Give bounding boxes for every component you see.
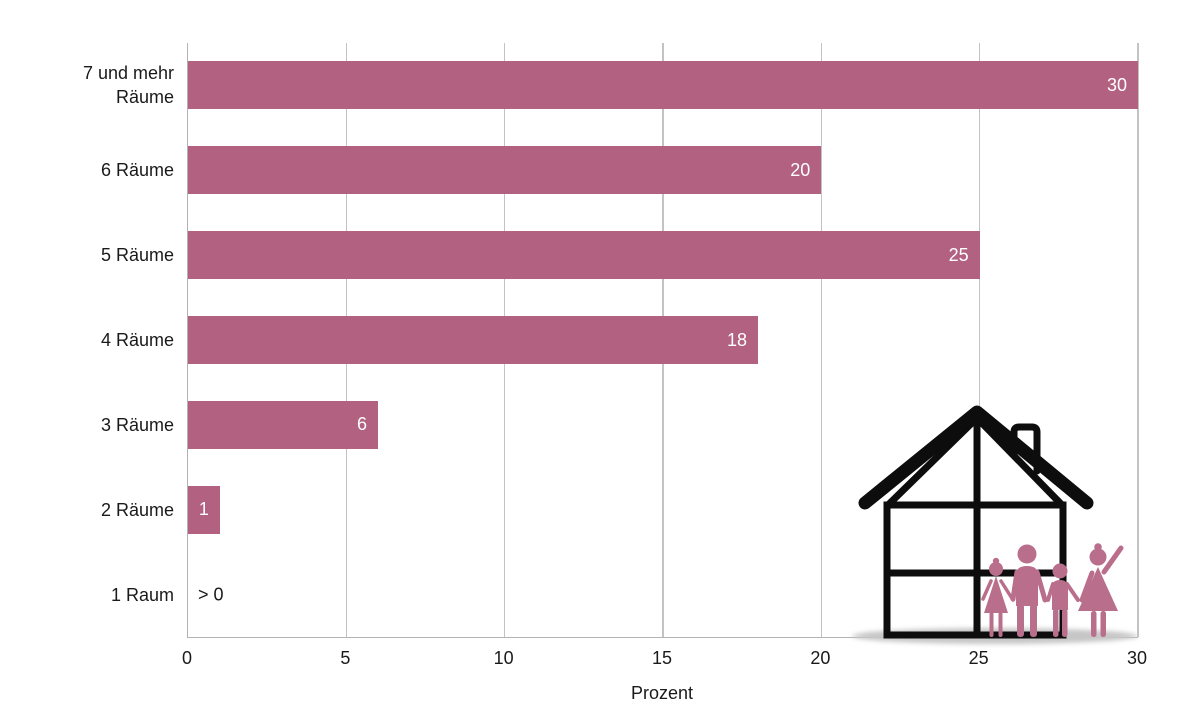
girl-left-leg: [989, 612, 994, 637]
category-label: 1 Raum: [110, 584, 174, 605]
category-label: 2 Räume: [100, 499, 174, 520]
woman-dress: [1078, 567, 1118, 611]
figure-boy: [1046, 563, 1080, 637]
bar-2-räume: 1: [188, 485, 220, 534]
woman-left-arm: [1079, 570, 1095, 603]
plot-area: 30 20 25 18 6 1 > 0: [187, 43, 1139, 638]
boy-head: [1052, 563, 1068, 579]
figure-woman: [1078, 543, 1124, 637]
x-tick-label-30: 30: [1126, 648, 1148, 668]
man-right-arm: [1034, 569, 1048, 603]
gridline-30: [1137, 43, 1139, 637]
house-family-illustration: [852, 405, 1138, 644]
girl-right-leg: [998, 612, 1003, 637]
bar-value-label: 6: [356, 414, 367, 435]
house-outline: [858, 405, 1094, 639]
x-tick-label-15: 15: [651, 648, 673, 668]
bar-7-und-mehr-räume: 30: [188, 61, 1138, 110]
roof-outline: [858, 405, 1094, 510]
boy-right-leg: [1062, 609, 1068, 637]
man-left-leg: [1017, 604, 1024, 637]
x-tick-label-20: 20: [810, 648, 831, 668]
figure-man: [1010, 544, 1048, 637]
woman-head: [1089, 548, 1107, 566]
category-label: 6 Räume: [100, 160, 174, 181]
x-axis-title: Prozent: [630, 683, 694, 703]
man-torso: [1016, 566, 1038, 606]
woman-left-leg: [1091, 611, 1097, 637]
family-of-four: [981, 543, 1124, 637]
boy-right-arm: [1065, 582, 1080, 602]
bar-4-räume: 18: [188, 316, 758, 364]
bar-3-räume: 6: [188, 400, 378, 449]
boy-left-arm: [1046, 582, 1055, 602]
category-label: 4 Räume: [100, 330, 174, 350]
girl-left-arm: [981, 579, 993, 601]
bar-value-label: 20: [790, 159, 811, 180]
bar-value-label: 30: [1106, 74, 1127, 95]
x-tick-label-0: 0: [181, 648, 192, 668]
category-label: 7 und mehr Räume: [82, 63, 174, 108]
woman-right-leg: [1100, 611, 1106, 637]
man-head: [1017, 544, 1037, 564]
gridline-25: [978, 43, 981, 637]
chimney: [1010, 423, 1041, 475]
x-tick-label-5: 5: [340, 648, 351, 668]
woman-raised-arm: [1101, 545, 1124, 575]
bar-value-label: 18: [726, 329, 747, 350]
boy-torso: [1052, 580, 1068, 610]
girl-head: [989, 562, 1003, 576]
zero-value-label: > 0: [198, 584, 224, 605]
bar-value-label: 25: [948, 244, 969, 265]
gable-left-line: [884, 415, 980, 509]
girl-dress: [984, 576, 1008, 613]
x-tick-label-25: 25: [968, 648, 989, 668]
bar-6-räume: 20: [188, 146, 822, 195]
bar-5-räume: 25: [188, 231, 980, 280]
bar-value-label: 1: [198, 499, 209, 520]
boy-left-leg: [1053, 609, 1059, 637]
category-label: 3 Räume: [100, 414, 174, 435]
gable-right-line: [974, 415, 1066, 509]
category-label: 5 Räume: [100, 245, 174, 266]
man-right-leg: [1030, 604, 1037, 637]
x-tick-label-10: 10: [493, 648, 514, 668]
gridline-20: [820, 43, 823, 637]
man-left-arm: [1010, 569, 1020, 602]
